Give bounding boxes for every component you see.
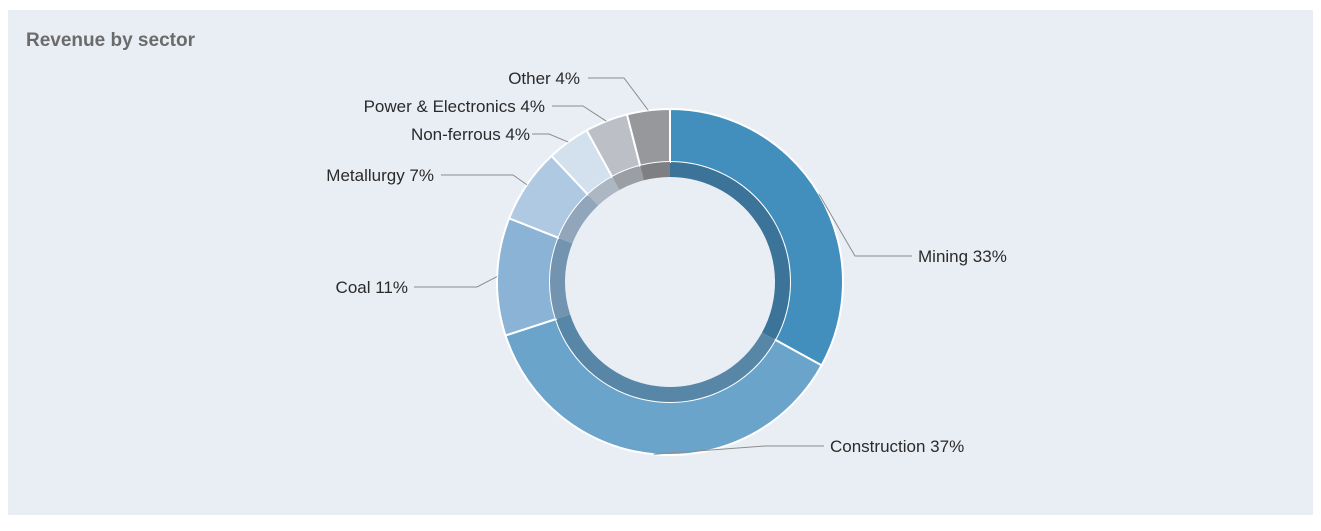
slice-inner-band-power-electronics: [612, 165, 644, 190]
slice-inner-band-other: [640, 162, 670, 181]
slice-labels: Mining 33% Construction 37% Coal 11% Metall…: [326, 69, 1007, 456]
chart-title: Revenue by sector: [26, 30, 195, 51]
donut-slices: [496, 107, 844, 456]
slice-label-power-electronics: Power & Electronics 4%: [364, 97, 545, 116]
leader-line-power-electronics: [552, 105, 607, 122]
slice-label-other: Other 4%: [508, 69, 580, 88]
slice-inner-band-metallurgy: [558, 194, 599, 244]
leader-line-construction: [653, 445, 824, 455]
slice-inner-band-coal: [550, 237, 573, 320]
slice-label-mining: Mining 33%: [918, 247, 1007, 266]
label-leaders: [414, 77, 912, 455]
slice-coal: [496, 217, 560, 337]
slice-label-metallurgy: Metallurgy 7%: [326, 166, 434, 185]
slice-label-construction: Construction 37%: [830, 437, 964, 456]
slice-inner-band-construction: [555, 314, 776, 403]
slice-inner-band-non-ferrous: [587, 176, 620, 206]
slice-mining: [669, 107, 844, 367]
slice-inner-band-mining: [670, 162, 791, 340]
leader-line-non-ferrous: [532, 133, 569, 143]
leader-line-other: [588, 77, 649, 111]
slice-label-coal: Coal 11%: [336, 278, 408, 297]
slice-label-non-ferrous: Non-ferrous 4%: [411, 125, 530, 144]
leader-line-coal: [414, 276, 498, 288]
leader-line-metallurgy: [441, 174, 528, 186]
leader-line-mining: [818, 193, 912, 257]
